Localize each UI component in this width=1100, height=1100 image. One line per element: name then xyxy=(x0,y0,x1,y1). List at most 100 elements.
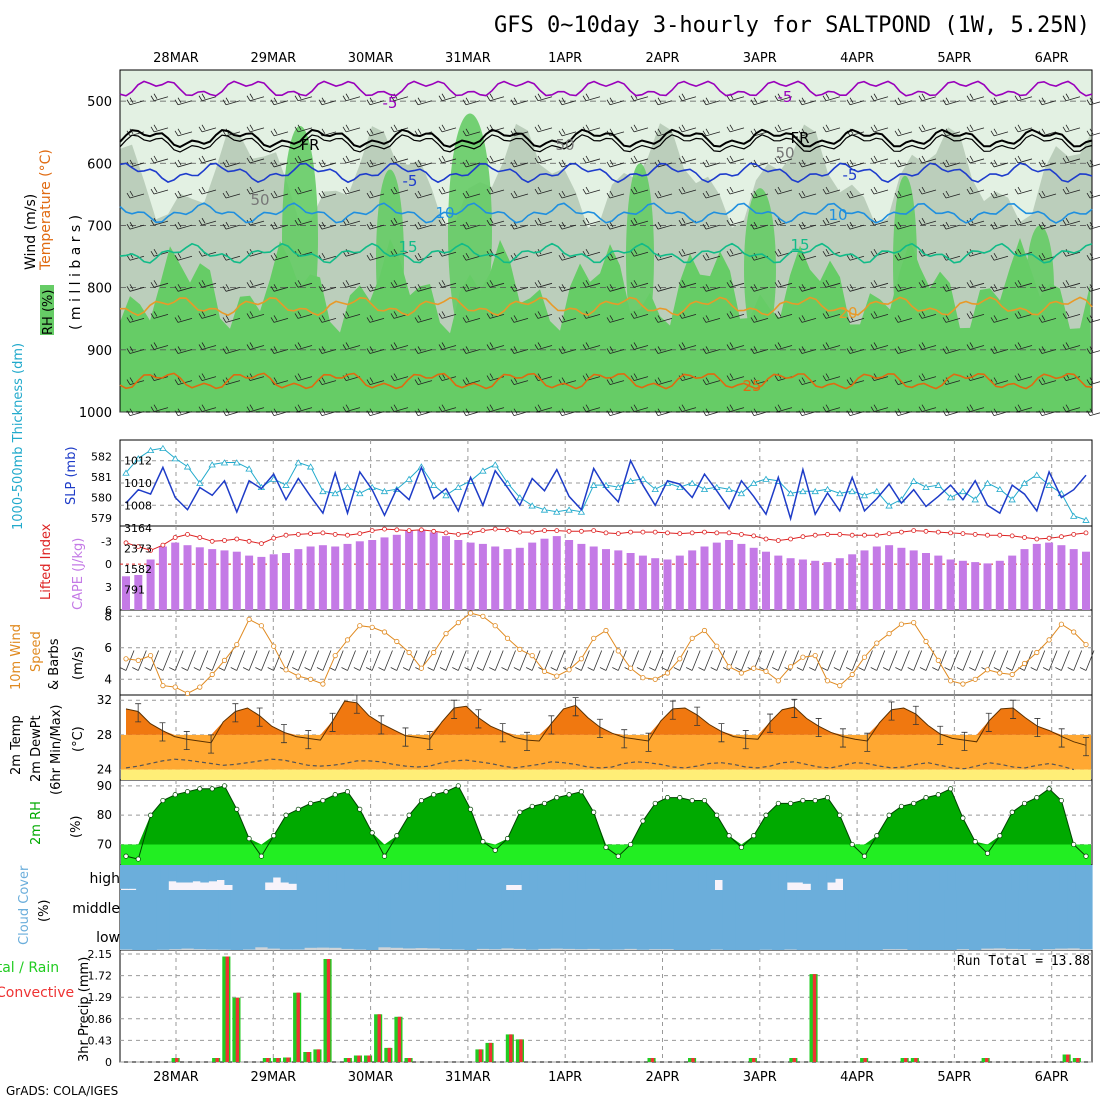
cape-bar xyxy=(1057,545,1066,610)
wind-barb xyxy=(630,404,649,413)
x-tick-bottom-label: 2APR xyxy=(645,1070,679,1085)
wind-barb xyxy=(558,221,577,230)
wind-barb xyxy=(1086,377,1100,385)
cloud-low-cell xyxy=(304,923,318,950)
wind-barb xyxy=(1038,346,1057,354)
rh2m-point xyxy=(295,806,301,812)
cloud-low-cell xyxy=(366,923,379,950)
cape-bar xyxy=(737,543,746,610)
cloud-low-cell xyxy=(292,923,306,950)
cloud-cell xyxy=(915,865,924,890)
rh2m-point xyxy=(1071,841,1077,848)
wind-barb xyxy=(534,342,553,350)
wind-barb xyxy=(198,186,217,195)
wind10m-barb xyxy=(833,650,849,671)
wind-barb xyxy=(846,190,865,199)
thickness-point xyxy=(540,506,549,513)
wind-barb xyxy=(822,373,841,381)
rh2m-point xyxy=(763,812,769,818)
wind10m-point xyxy=(972,676,978,682)
precip-conv-bar xyxy=(691,1058,695,1062)
cloud-cell xyxy=(710,890,724,923)
cloud-low-clear xyxy=(427,948,441,950)
wind10m-point xyxy=(406,649,412,656)
wind-barb xyxy=(846,408,865,417)
wind-barb xyxy=(294,186,313,195)
wind-barb xyxy=(534,311,553,319)
cloud-low-cell xyxy=(624,923,638,950)
wind10m-point xyxy=(1083,641,1089,648)
wind10m-point xyxy=(911,619,917,626)
cape-bar xyxy=(909,550,918,610)
cloud-cell xyxy=(427,890,441,923)
wind-barb xyxy=(678,93,697,102)
cloud-cell xyxy=(248,865,258,890)
precip-tick: 1.29 xyxy=(88,991,113,1004)
cape-tick: 3164 xyxy=(124,522,152,535)
temp2m-label3: (6hr Min/Max) xyxy=(49,705,64,795)
cape-bar xyxy=(158,546,167,610)
wind10m-point xyxy=(172,684,178,690)
thickness-point xyxy=(983,479,992,486)
cape-bar xyxy=(552,536,561,610)
wind-barb xyxy=(342,93,361,102)
wind10m-barb xyxy=(1005,650,1021,671)
wind10m-point xyxy=(886,630,892,637)
wind-barb xyxy=(198,124,217,133)
temp-minmax-bar xyxy=(1083,737,1089,757)
wind10m-label2: Speed xyxy=(29,631,44,672)
wind10m-barb xyxy=(181,650,196,671)
cloud-cell xyxy=(501,890,515,923)
wind-barb xyxy=(822,342,841,350)
cloud-cell xyxy=(255,890,269,923)
cloud-low-cell xyxy=(944,923,958,950)
cloud-cell xyxy=(979,865,989,890)
rh2m-point xyxy=(234,806,240,812)
wind-barb xyxy=(462,284,481,292)
cloud-cell xyxy=(425,865,434,890)
wind10m-barb xyxy=(649,650,664,671)
wind-barb xyxy=(846,346,865,354)
lifted-index-point xyxy=(628,529,633,535)
cloud-cell xyxy=(754,865,764,890)
thickness-point xyxy=(429,481,438,488)
cloud-cell xyxy=(1011,865,1021,890)
contour-label: FR xyxy=(790,129,809,147)
wind-barb xyxy=(222,159,241,168)
wind-barb xyxy=(462,253,481,261)
isotherm-line xyxy=(119,242,1093,264)
rh-field-high xyxy=(120,238,1092,412)
wind-barb xyxy=(1038,159,1057,168)
wind10m-point xyxy=(1021,660,1028,667)
wind-barb xyxy=(1062,342,1081,350)
wind10m-point xyxy=(800,654,806,660)
wind-barb xyxy=(822,186,841,195)
wind10m-point xyxy=(578,656,585,662)
cloud-cell xyxy=(674,865,683,890)
rh2m-point xyxy=(197,786,203,792)
wind-barb xyxy=(798,253,817,261)
cloud-cell xyxy=(1003,865,1013,890)
lifted-index-point xyxy=(529,529,535,535)
precip-conv-bar xyxy=(478,1049,483,1062)
cloud-low-cell xyxy=(636,923,650,950)
rh2m-point xyxy=(160,797,166,804)
wind-barb xyxy=(750,190,769,199)
cloud-cell xyxy=(545,865,555,890)
cloud-cell xyxy=(1075,865,1085,890)
rh2m-point xyxy=(812,797,818,804)
cloud-cell xyxy=(956,890,970,923)
thickness-point xyxy=(405,475,413,482)
wind10m-barb xyxy=(944,650,959,671)
x-tick-top-label: 29MAR xyxy=(250,51,296,66)
wind-barb xyxy=(1014,373,1033,381)
cloud-cell xyxy=(409,865,418,890)
thickness-point xyxy=(491,461,499,468)
wind-barb xyxy=(894,221,913,230)
cloud-cell xyxy=(1059,865,1069,890)
wind-barb xyxy=(1062,124,1081,133)
cloud-cell xyxy=(224,865,233,885)
temp-minmax-bar xyxy=(742,730,749,750)
upper-ytick: 900 xyxy=(87,344,112,359)
wind10m-barb xyxy=(932,650,947,671)
